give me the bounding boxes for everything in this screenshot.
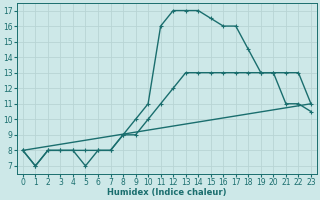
X-axis label: Humidex (Indice chaleur): Humidex (Indice chaleur) (107, 188, 227, 197)
